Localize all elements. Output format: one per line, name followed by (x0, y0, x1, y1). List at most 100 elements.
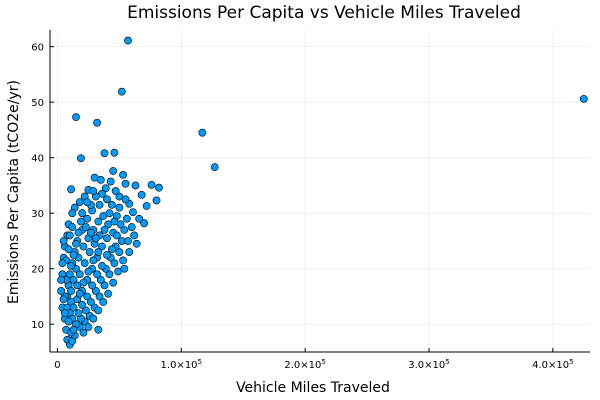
data-point (65, 231, 74, 240)
data-point (103, 250, 111, 259)
data-point (94, 217, 103, 226)
data-point (77, 154, 85, 163)
data-point (78, 209, 87, 218)
data-point (105, 209, 114, 218)
data-point (110, 217, 119, 226)
data-point (69, 250, 78, 259)
x-ticks: 0 1.0×105 2.0×105 3.0×105 4.0×105 (54, 348, 574, 371)
data-point (58, 259, 67, 268)
data-point (80, 259, 89, 268)
data-point (59, 237, 68, 245)
data-point (79, 278, 88, 287)
data-point (98, 262, 106, 270)
data-point (96, 275, 105, 284)
axes (49, 30, 590, 353)
data-point (137, 190, 146, 199)
data-point (127, 223, 136, 231)
data-point (147, 180, 156, 189)
data-point (79, 328, 88, 337)
data-point (121, 179, 130, 188)
data-point (155, 183, 163, 192)
data-point (109, 167, 118, 175)
data-point (135, 214, 144, 223)
y-tick-label: 50 (31, 98, 44, 109)
data-point (86, 228, 95, 237)
x-tick-label: 4.0×105 (532, 358, 573, 371)
data-point (100, 225, 109, 234)
data-point (89, 187, 98, 195)
data-point (152, 196, 161, 205)
data-point (72, 239, 80, 248)
data-point (108, 245, 116, 254)
data-point (130, 231, 139, 240)
data-point (100, 149, 109, 158)
data-point (68, 209, 77, 218)
data-point (140, 219, 149, 228)
data-point (69, 303, 78, 312)
y-ticks: 10 20 30 40 50 60 (31, 43, 54, 331)
data-point (89, 256, 98, 265)
data-point (93, 270, 101, 279)
data-point (93, 118, 101, 127)
data-point (132, 239, 141, 248)
data-point (198, 128, 207, 137)
data-point (77, 217, 85, 226)
y-tick-label: 40 (31, 154, 44, 165)
data-point (84, 323, 93, 331)
data-points (57, 36, 588, 349)
y-tick-label: 60 (31, 43, 44, 54)
data-point (91, 234, 100, 243)
data-point (95, 200, 104, 209)
data-point (95, 292, 104, 301)
data-point (115, 248, 124, 256)
chart-title: Emissions Per Capita vs Vehicle Miles Tr… (127, 3, 521, 23)
data-point (124, 36, 132, 45)
data-point (79, 242, 88, 251)
data-point (94, 325, 103, 334)
data-point (210, 163, 219, 172)
data-point (122, 214, 131, 223)
data-point (67, 287, 75, 295)
data-point (83, 292, 92, 301)
data-point (64, 245, 73, 254)
data-point (119, 256, 127, 265)
data-point (115, 203, 124, 212)
grid-lines (50, 30, 590, 352)
y-tick-label: 10 (31, 320, 44, 331)
data-point (119, 170, 127, 179)
data-point (57, 287, 66, 295)
data-point (78, 300, 87, 309)
data-point (109, 278, 118, 287)
data-point (82, 306, 90, 315)
data-point (108, 200, 116, 209)
data-point (112, 231, 121, 240)
data-point (103, 234, 111, 243)
data-point (75, 270, 84, 279)
data-point (110, 259, 119, 268)
data-point (67, 262, 75, 270)
data-point (59, 295, 68, 304)
data-point (85, 248, 94, 256)
data-point (89, 314, 98, 323)
data-point (67, 185, 75, 194)
data-point (131, 181, 140, 190)
data-point (121, 195, 130, 204)
data-point (91, 287, 100, 295)
data-point (111, 187, 120, 195)
data-point (101, 184, 110, 193)
y-tick-label: 20 (31, 265, 44, 276)
data-point (69, 325, 78, 334)
data-point (142, 202, 151, 210)
y-tick-label: 30 (31, 209, 44, 220)
data-point (75, 289, 84, 298)
data-point (74, 228, 83, 237)
data-point (83, 198, 92, 207)
data-point (106, 177, 115, 186)
data-point (105, 270, 114, 279)
data-point (86, 298, 95, 306)
data-point (120, 225, 129, 234)
x-tick-label: 0 (54, 360, 60, 371)
x-tick-label: 2.0×105 (284, 358, 325, 371)
data-point (74, 309, 83, 318)
